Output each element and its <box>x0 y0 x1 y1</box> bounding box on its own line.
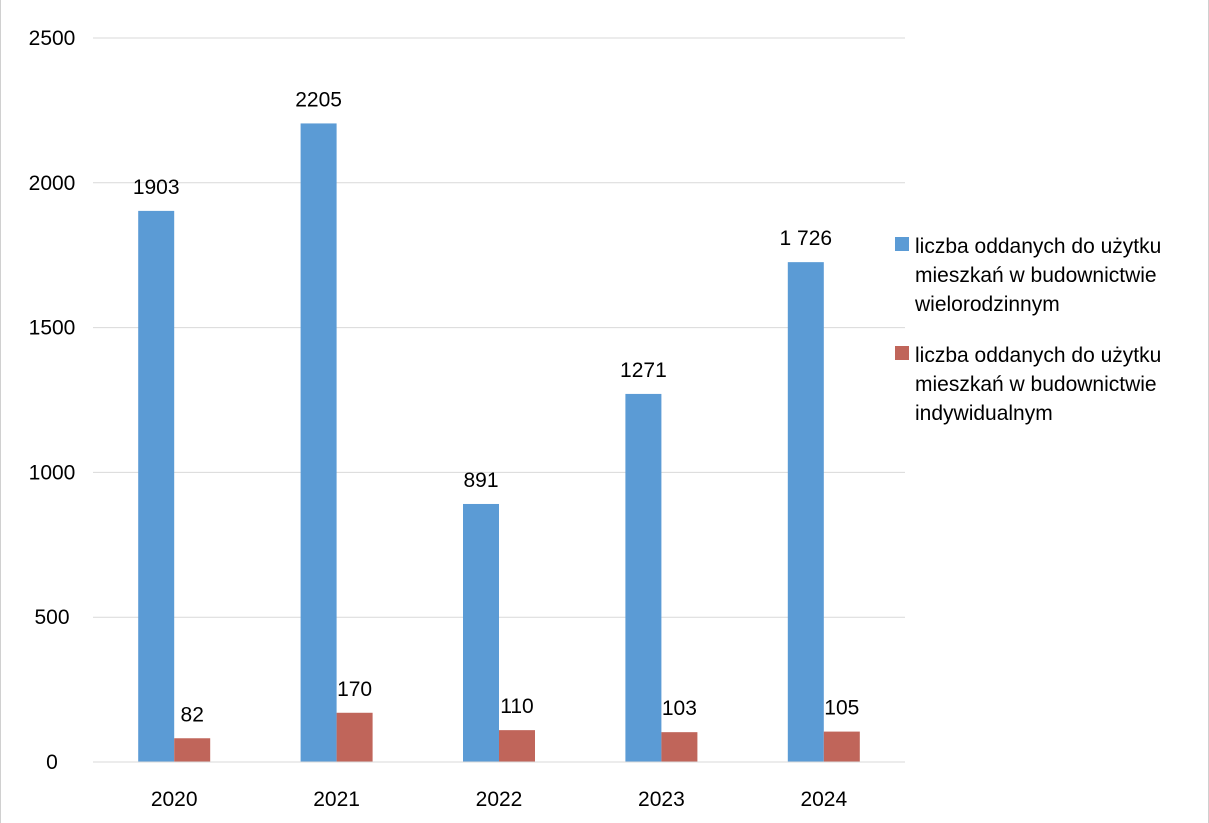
bar <box>336 712 373 762</box>
data-label: 2205 <box>295 88 342 111</box>
bar <box>661 732 698 762</box>
data-label: 1903 <box>133 176 180 199</box>
data-label: 891 <box>463 469 498 492</box>
bar <box>174 738 211 762</box>
x-tick-label: 2023 <box>638 788 685 811</box>
x-tick-label: 2021 <box>313 788 360 811</box>
data-label: 170 <box>337 678 372 701</box>
data-label: 103 <box>662 697 697 720</box>
bars <box>138 123 860 762</box>
data-label: 105 <box>824 697 859 720</box>
y-tick-label: 1000 <box>29 461 76 484</box>
data-label: 110 <box>500 695 533 718</box>
y-tick-label: 2500 <box>29 27 76 50</box>
y-tick-label: 500 <box>34 606 69 629</box>
legend-label-series-2: liczba oddanych do użytku mieszkań w bud… <box>915 344 1162 425</box>
y-tick-label: 2000 <box>29 172 76 195</box>
x-tick-label: 2020 <box>151 788 198 811</box>
y-axis-tick-labels: 0 500 1000 1500 2000 2500 <box>29 27 76 774</box>
bar <box>138 210 175 762</box>
x-tick-label: 2024 <box>800 788 847 811</box>
bar <box>499 730 535 762</box>
bar <box>787 262 824 762</box>
legend-swatch-series-2 <box>895 346 909 360</box>
bar <box>300 123 337 762</box>
x-tick-label: 2022 <box>476 788 523 811</box>
legend-label-series-1: liczba oddanych do użytku mieszkań w bud… <box>915 235 1162 316</box>
legend-item-series-1: liczba oddanych do użytku mieszkań w bud… <box>892 232 1202 319</box>
x-axis: 2020 2021 2022 2023 2024 <box>93 761 905 811</box>
data-labels: 1903 82 2205 170 891 110 1271 103 1 726 105 <box>133 88 859 726</box>
bar <box>625 393 662 762</box>
y-tick-label: 1500 <box>29 317 76 340</box>
legend-swatch-series-1 <box>895 237 909 251</box>
legend: liczba oddanych do użytku mieszkań w bud… <box>892 232 1202 450</box>
data-label: 1 726 <box>780 227 833 250</box>
y-tick-label: 0 <box>46 751 58 774</box>
bar <box>463 503 499 762</box>
bar <box>823 731 860 762</box>
legend-item-series-2: liczba oddanych do użytku mieszkań w bud… <box>892 341 1202 428</box>
data-label: 82 <box>181 703 204 726</box>
data-label: 1271 <box>620 359 667 382</box>
